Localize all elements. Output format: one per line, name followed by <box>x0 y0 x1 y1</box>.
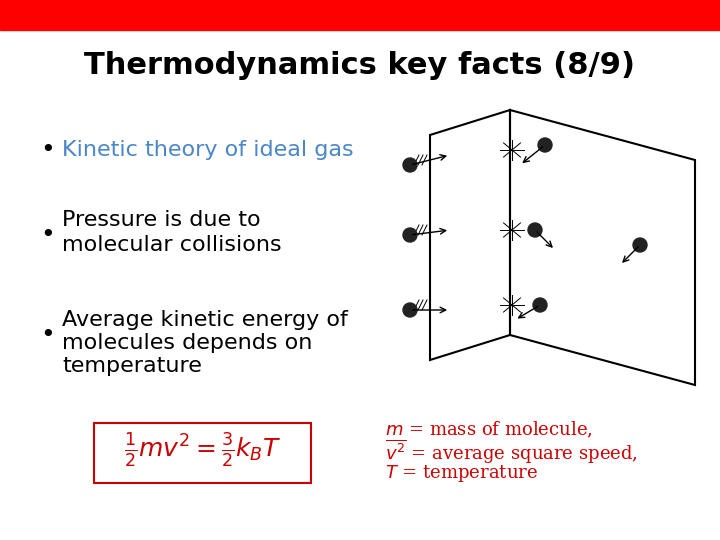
Text: $\overline{v^2}$ = average square speed,: $\overline{v^2}$ = average square speed, <box>385 438 638 466</box>
Text: •: • <box>40 138 55 162</box>
Text: Pressure is due to: Pressure is due to <box>62 210 261 230</box>
Circle shape <box>403 228 417 242</box>
Text: molecular collisions: molecular collisions <box>62 235 282 255</box>
Bar <box>0 0 720 30</box>
Text: Kinetic theory of ideal gas: Kinetic theory of ideal gas <box>62 140 354 160</box>
Circle shape <box>533 298 547 312</box>
Text: $m$ = mass of molecule,: $m$ = mass of molecule, <box>385 420 593 440</box>
Text: temperature: temperature <box>62 356 202 376</box>
Circle shape <box>538 138 552 152</box>
Circle shape <box>528 223 542 237</box>
Text: $\frac{1}{2}mv^2 = \frac{3}{2}k_B T$: $\frac{1}{2}mv^2 = \frac{3}{2}k_B T$ <box>125 431 282 469</box>
Text: $T$ = temperature: $T$ = temperature <box>385 463 538 484</box>
FancyBboxPatch shape <box>94 423 311 483</box>
Circle shape <box>403 158 417 172</box>
Text: •: • <box>40 323 55 347</box>
Text: Average kinetic energy of: Average kinetic energy of <box>62 310 348 330</box>
Text: molecules depends on: molecules depends on <box>62 333 312 353</box>
Text: Thermodynamics key facts (8/9): Thermodynamics key facts (8/9) <box>84 51 636 79</box>
Circle shape <box>633 238 647 252</box>
Text: •: • <box>40 223 55 247</box>
Circle shape <box>403 303 417 317</box>
